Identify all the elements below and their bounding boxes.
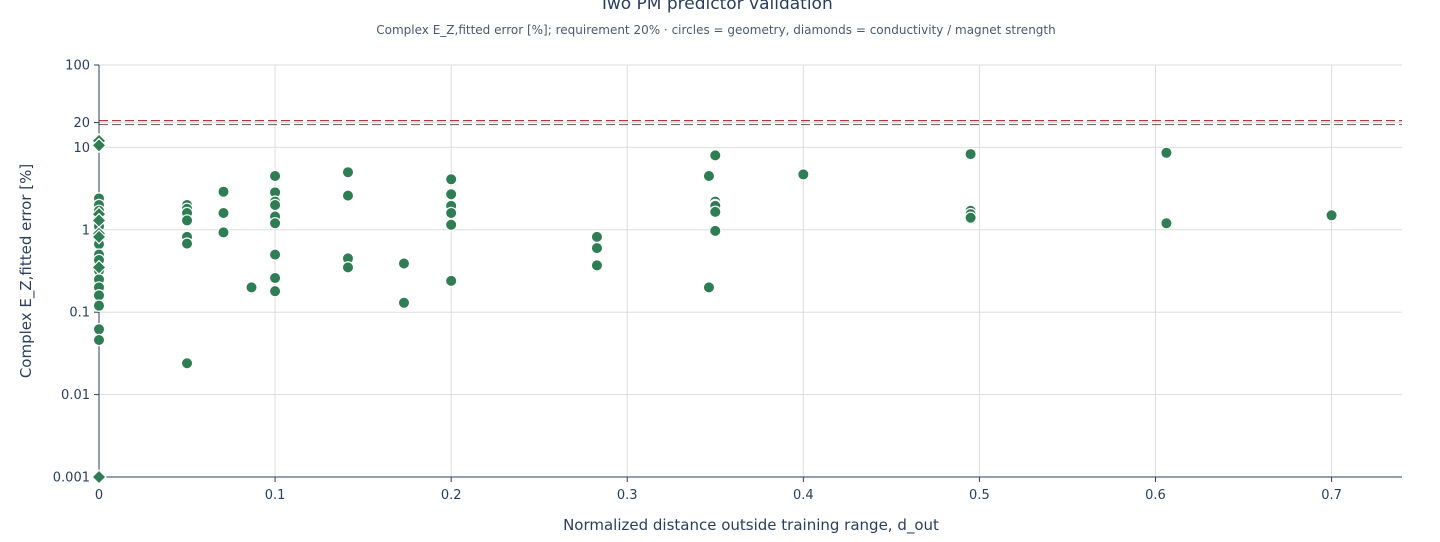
data-point-circle <box>444 218 458 231</box>
data-point-circle <box>1160 146 1173 159</box>
data-point-circle <box>590 259 604 272</box>
data-point-circle <box>268 271 282 285</box>
y-tick-label: 0.1 <box>69 306 90 321</box>
data-point-circle <box>268 248 282 261</box>
data-point-circle <box>709 205 722 219</box>
y-tick-label: 0.01 <box>61 388 90 403</box>
data-point-circle <box>341 189 355 202</box>
data-point-circle <box>590 241 604 255</box>
data-point-circle <box>341 261 355 274</box>
y-tick-label: 0.001 <box>53 471 90 486</box>
data-point-circle <box>1325 209 1338 222</box>
data-point-circle <box>92 299 106 312</box>
data-point-circle <box>444 274 458 288</box>
data-point-circle <box>702 281 716 294</box>
data-point-circle <box>709 149 722 162</box>
data-point-circle <box>1160 217 1173 230</box>
requirement-line-layer <box>99 119 1402 126</box>
data-point-circle <box>444 173 458 186</box>
data-point-circle <box>444 206 458 220</box>
y-tick-label: 1 <box>82 223 90 238</box>
data-point-diamond <box>91 229 107 245</box>
data-point-circle <box>709 224 722 238</box>
data-point-circle <box>180 214 194 227</box>
data-point-circle <box>92 323 106 336</box>
data-point-circle <box>702 169 716 183</box>
data-point-circle <box>180 237 194 250</box>
data-point-circle <box>341 166 355 179</box>
data-point-circle <box>217 206 230 220</box>
x-tick-label: 0.3 <box>617 488 638 503</box>
data-point-circle <box>268 284 282 298</box>
data-point-circle <box>444 188 458 201</box>
axis-layer: 0 0.1 0.2 0.3 0.4 0.5 0.6 0.7 0.001 0.01 0.1 1 10 20 1… <box>53 59 1402 503</box>
x-tick-label: 0 <box>95 488 103 503</box>
grid-layer <box>99 64 1402 478</box>
data-points-layer <box>91 133 1338 485</box>
data-point-circle <box>268 198 282 212</box>
x-tick-label: 0.2 <box>441 488 462 503</box>
y-tick-label: 10 <box>73 141 90 156</box>
data-point-circle <box>397 257 411 270</box>
x-tick-label: 0.1 <box>265 488 286 503</box>
data-point-circle <box>92 289 106 302</box>
y-tick-label: 100 <box>65 59 90 74</box>
chart-title: Two PM predictor validation <box>599 0 833 14</box>
x-tick-label: 0.6 <box>1145 488 1166 503</box>
data-point-circle <box>964 147 977 161</box>
data-point-circle <box>92 333 106 347</box>
data-point-circle <box>217 185 230 198</box>
data-point-circle <box>964 211 977 224</box>
data-point-circle <box>268 169 282 183</box>
x-axis-label: Normalized distance outside training ran… <box>563 516 939 534</box>
data-point-circle <box>590 230 604 244</box>
data-point-circle <box>397 296 411 310</box>
x-tick-label: 0.5 <box>969 488 990 503</box>
data-point-circle <box>180 357 194 370</box>
data-point-circle <box>797 168 810 181</box>
data-point-diamond <box>91 259 107 276</box>
data-point-diamond <box>91 137 107 153</box>
data-point-diamond <box>91 469 107 485</box>
data-point-circle <box>268 217 282 230</box>
data-point-circle <box>245 281 258 294</box>
y-tick-label: 20 <box>73 116 90 131</box>
chart-subtitle: Complex E_Z,fitted error [%]; requiremen… <box>376 23 1056 37</box>
x-tick-label: 0.7 <box>1321 488 1342 503</box>
x-tick-label: 0.4 <box>793 488 814 503</box>
data-point-circle <box>217 226 230 239</box>
